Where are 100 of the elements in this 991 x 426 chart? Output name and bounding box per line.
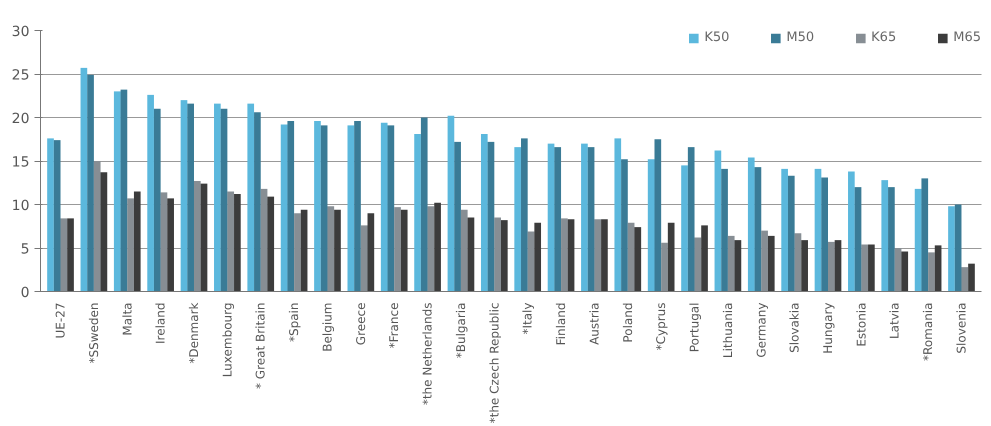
x-tick-label: Slovakia <box>788 302 802 353</box>
bar <box>448 116 454 292</box>
y-tick-label: 25 <box>12 68 30 84</box>
bar <box>280 124 288 292</box>
bar <box>868 244 875 292</box>
bar <box>494 218 501 292</box>
bar <box>100 172 108 292</box>
x-tick-label: Lithuania <box>720 302 735 358</box>
bar <box>934 245 942 292</box>
bar <box>901 251 908 292</box>
bar <box>460 210 468 292</box>
bar <box>54 140 61 292</box>
bar <box>60 218 68 292</box>
bar <box>854 187 862 292</box>
x-tick-label: Estonia <box>854 302 868 347</box>
bar <box>588 147 594 292</box>
bar <box>881 180 888 292</box>
x-tick-label: *Spain <box>287 302 302 342</box>
bar <box>621 159 628 292</box>
bar <box>134 191 141 292</box>
bar <box>434 202 441 292</box>
x-tick-label: *the Netherlands <box>420 302 435 406</box>
bar <box>928 252 935 292</box>
bar <box>414 134 421 292</box>
bar <box>628 222 634 292</box>
bar <box>861 244 868 292</box>
y-tick-label: 15 <box>12 154 30 170</box>
y-tick-label: 20 <box>12 111 30 127</box>
bar <box>781 168 788 292</box>
bar <box>721 168 728 292</box>
bar <box>534 222 542 292</box>
bar <box>267 196 274 292</box>
bar <box>454 142 461 292</box>
bar <box>688 147 695 292</box>
bar <box>354 120 361 292</box>
bar <box>701 225 708 292</box>
bar <box>568 219 574 292</box>
x-tick-label: *Romania <box>921 302 936 361</box>
bar <box>47 138 54 292</box>
bar <box>921 178 928 292</box>
x-tick-label: *SSweden <box>86 302 101 364</box>
bar <box>521 138 528 292</box>
bar <box>614 138 622 292</box>
bar <box>214 104 221 292</box>
bar <box>528 231 534 292</box>
bar <box>314 120 321 292</box>
bar <box>488 142 494 292</box>
bar <box>954 204 962 292</box>
x-tick-label: Germany <box>754 302 768 358</box>
bar <box>914 188 922 292</box>
bar <box>380 122 388 292</box>
bar <box>821 178 828 292</box>
x-tick-label: *Italy <box>520 302 535 335</box>
bar <box>234 194 241 292</box>
bar <box>154 108 161 292</box>
bar <box>194 181 201 292</box>
bar <box>127 198 134 292</box>
bar <box>320 125 328 292</box>
x-tick-label: Hungary <box>821 302 836 354</box>
bar <box>734 240 742 292</box>
x-tick-label: Malta <box>120 302 134 336</box>
bar <box>247 104 254 292</box>
y-tick-label: 30 <box>12 24 30 40</box>
x-tick-label: Ireland <box>154 302 168 344</box>
bar <box>714 150 722 292</box>
bar <box>968 264 975 292</box>
bar <box>347 125 354 292</box>
bar <box>768 236 775 292</box>
bar <box>160 192 168 292</box>
x-tick-label: UE-27 <box>54 302 68 338</box>
x-tick-label: *Denmark <box>186 302 201 364</box>
bar <box>294 213 301 292</box>
bar <box>561 218 568 292</box>
bar <box>394 207 401 292</box>
x-tick-label: *the Czech Republic <box>487 302 502 424</box>
bar <box>254 112 261 292</box>
bar <box>888 187 895 292</box>
bar <box>601 219 608 292</box>
bar <box>480 134 488 292</box>
bar <box>80 68 88 292</box>
bar <box>728 236 735 292</box>
bar <box>834 240 842 292</box>
bar <box>514 147 522 292</box>
bar <box>260 188 268 292</box>
bar <box>180 100 188 292</box>
bar <box>428 206 434 292</box>
x-tick-label: Latvia <box>888 302 902 340</box>
bar <box>327 206 334 292</box>
bar <box>94 161 101 292</box>
bar <box>788 176 795 292</box>
bar <box>554 147 562 292</box>
bar <box>848 171 855 292</box>
bar <box>948 206 955 292</box>
bar <box>388 125 394 292</box>
bar <box>67 218 74 292</box>
bar <box>360 225 368 292</box>
bar <box>961 267 968 292</box>
legend-label: K65 <box>871 30 896 45</box>
bar <box>594 219 602 292</box>
bar <box>748 158 755 292</box>
